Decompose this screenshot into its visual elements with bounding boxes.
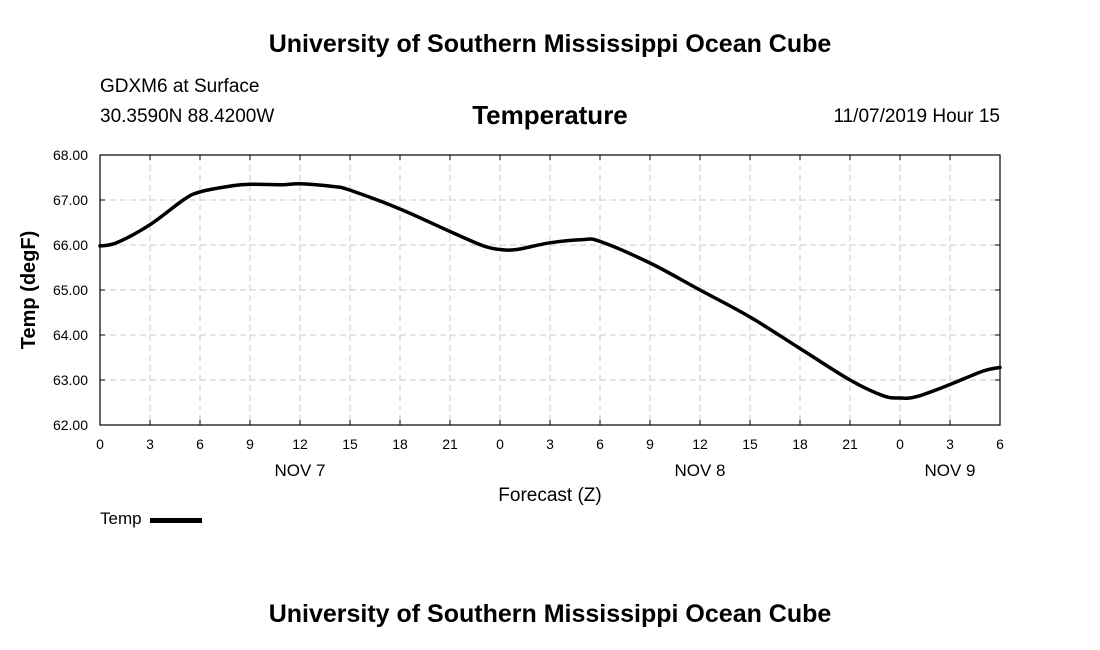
grid — [100, 155, 1000, 425]
y-tick-label: 67.00 — [53, 192, 88, 208]
x-tick-label: 15 — [742, 436, 758, 452]
x-tick-label: 9 — [646, 436, 654, 452]
y-tick-label: 63.00 — [53, 372, 88, 388]
x-tick-label: 3 — [546, 436, 554, 452]
x-tick-label: 21 — [842, 436, 858, 452]
page-header-title: University of Southern Mississippi Ocean… — [268, 30, 832, 58]
x-tick-label: 18 — [392, 436, 408, 452]
legend: Temp — [100, 509, 202, 529]
date-label: NOV 8 — [674, 461, 725, 480]
y-tick-label: 65.00 — [53, 282, 88, 298]
x-tick-label: 0 — [496, 436, 504, 452]
x-tick-label: 6 — [596, 436, 604, 452]
x-tick-label: 6 — [996, 436, 1004, 452]
date-label: NOV 7 — [274, 461, 325, 480]
page-footer-title: University of Southern Mississippi Ocean… — [268, 600, 832, 628]
x-tick-label: 0 — [96, 436, 104, 452]
y-axis-label: Temp (degF) — [18, 231, 40, 350]
station-label: GDXM6 at Surface — [100, 76, 260, 97]
date-label: NOV 9 — [924, 461, 975, 480]
series-line-temp — [98, 181, 1002, 400]
x-tick-label: 9 — [246, 436, 254, 452]
coordinates-label: 30.3590N 88.4200W — [100, 106, 275, 127]
axis-ticks: 0 3 6 9 12 15 18 21 0 3 6 9 12 15 18 21 0 3 6 62.00 63.00 64.… — [53, 147, 1004, 480]
x-tick-label: 12 — [692, 436, 708, 452]
timestamp-label: 11/07/2019 Hour 15 — [833, 106, 1000, 127]
x-tick-label: 3 — [146, 436, 154, 452]
x-tick-label: 21 — [442, 436, 458, 452]
y-tick-label: 62.00 — [53, 417, 88, 433]
x-tick-label: 3 — [946, 436, 954, 452]
legend-swatch-temp — [149, 518, 202, 523]
x-tick-label: 12 — [292, 436, 308, 452]
x-tick-label: 0 — [896, 436, 904, 452]
x-tick-label: 15 — [342, 436, 358, 452]
x-tick-label: 6 — [196, 436, 204, 452]
y-tick-label: 68.00 — [53, 147, 88, 163]
x-tick-label: 18 — [792, 436, 808, 452]
y-tick-label: 64.00 — [53, 327, 88, 343]
x-axis-label: Forecast (Z) — [498, 485, 601, 506]
legend-label: Temp — [100, 509, 142, 528]
chart-title: Temperature — [472, 100, 628, 130]
y-tick-label: 66.00 — [53, 237, 88, 253]
